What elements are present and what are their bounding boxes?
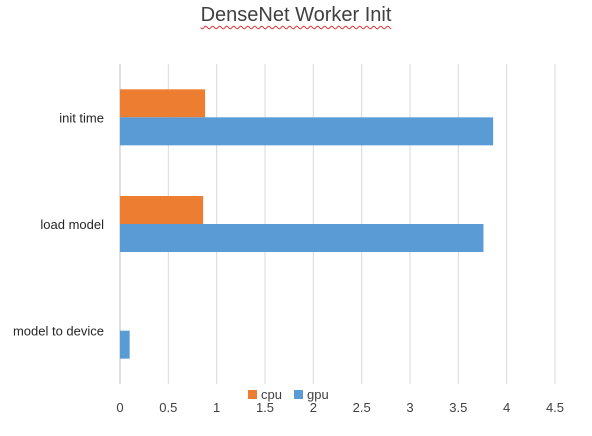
category-label: model to device: [13, 324, 104, 339]
legend-label-gpu: gpu: [307, 387, 329, 402]
bar-gpu: [120, 330, 130, 359]
x-tick-label: 2.5: [353, 400, 371, 415]
bar-cpu: [120, 196, 204, 224]
x-tick-label: 0.5: [159, 400, 177, 415]
legend-swatch-cpu: [248, 390, 257, 399]
bar-gpu: [120, 224, 484, 252]
x-tick-label: 1.5: [256, 400, 274, 415]
bars: [120, 89, 494, 359]
chart-title: DenseNet Worker Init: [0, 4, 592, 27]
x-tick-label: 3.5: [449, 400, 467, 415]
x-tick-label: 0: [116, 400, 123, 415]
category-label: init time: [59, 110, 104, 125]
x-tick-label: 3: [406, 400, 413, 415]
x-tick-labels: 0 0.5 1 1.5 2 2.5 3 3.5 4 4.5: [116, 400, 564, 415]
legend-label-cpu: cpu: [261, 387, 282, 402]
x-tick-label: 1: [213, 400, 220, 415]
bar-gpu: [120, 117, 494, 146]
legend-swatch-gpu: [294, 390, 303, 399]
category-labels: init time load model model to device: [13, 110, 104, 338]
x-tick-label: 4: [503, 400, 510, 415]
legend: cpu gpu: [248, 387, 329, 402]
x-tick-label: 4.5: [546, 400, 564, 415]
bar-cpu: [120, 89, 206, 118]
chart-title-text: DenseNet Worker Init: [200, 4, 392, 26]
x-tick-label: 2: [310, 400, 317, 415]
category-label: load model: [40, 217, 104, 232]
